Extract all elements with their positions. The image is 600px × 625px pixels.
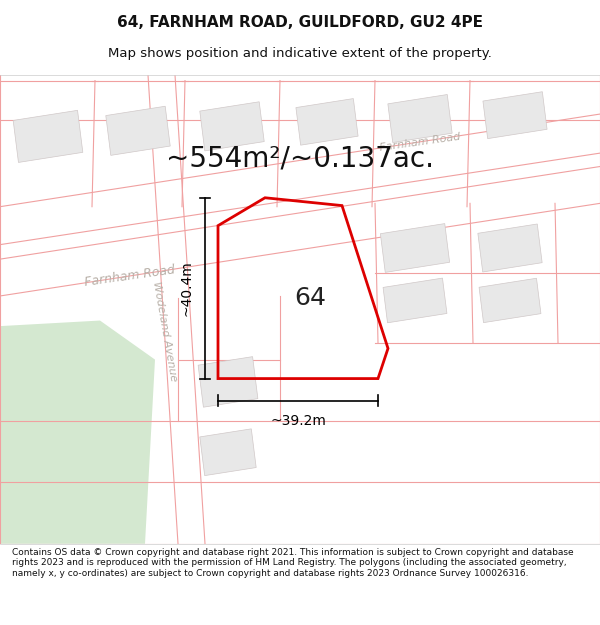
Polygon shape [296,99,358,145]
Text: Wodeland Avenue: Wodeland Avenue [151,281,179,382]
Text: ~39.2m: ~39.2m [270,414,326,428]
Polygon shape [200,102,264,151]
Polygon shape [483,92,547,139]
Polygon shape [198,357,258,408]
Text: ~554m²/~0.137ac.: ~554m²/~0.137ac. [166,145,434,172]
Polygon shape [200,429,256,476]
Text: Contains OS data © Crown copyright and database right 2021. This information is : Contains OS data © Crown copyright and d… [12,548,574,578]
Text: Farnham Road: Farnham Road [84,263,176,289]
Polygon shape [478,224,542,272]
Polygon shape [13,111,83,162]
Text: 64, FARNHAM ROAD, GUILDFORD, GU2 4PE: 64, FARNHAM ROAD, GUILDFORD, GU2 4PE [117,15,483,30]
Polygon shape [388,94,452,142]
Text: ~40.4m: ~40.4m [180,260,194,316]
Text: 64: 64 [294,286,326,310]
Text: Farnham Road: Farnham Road [379,131,461,152]
Polygon shape [479,278,541,322]
Polygon shape [383,278,447,322]
Polygon shape [0,321,155,544]
Polygon shape [106,106,170,156]
Polygon shape [380,224,449,272]
Text: Map shows position and indicative extent of the property.: Map shows position and indicative extent… [108,48,492,61]
